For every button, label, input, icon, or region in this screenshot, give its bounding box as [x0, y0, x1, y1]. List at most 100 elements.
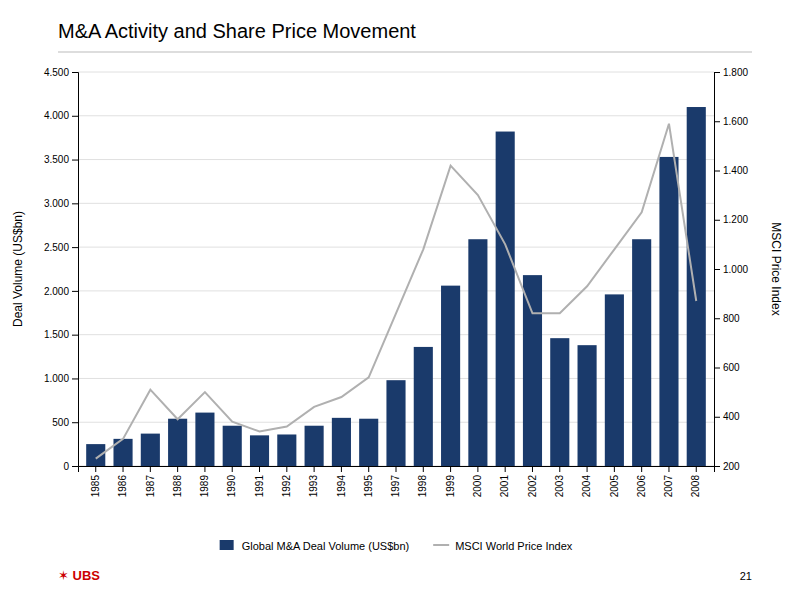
- bar: [632, 239, 651, 466]
- x-tick-mark: [532, 466, 533, 472]
- x-tick: 2001: [499, 466, 510, 497]
- x-tick-label: 1999: [445, 475, 456, 498]
- y2-tick: 1.400: [714, 165, 748, 176]
- bar: [468, 239, 487, 466]
- legend-item: Global M&A Deal Volume (US$bn): [220, 540, 410, 552]
- bar: [496, 132, 515, 466]
- x-tick-mark: [477, 466, 478, 472]
- grid-line: [78, 159, 714, 160]
- y-tick-mark: [72, 291, 78, 292]
- x-tick: 2004: [581, 466, 592, 497]
- x-tick: 2008: [690, 466, 701, 497]
- y-tick: 4.500: [44, 67, 78, 78]
- x-axis: 1985198619871988198919901991199219931994…: [79, 466, 715, 497]
- legend-label: MSCI World Price Index: [455, 540, 573, 552]
- y-axis: 05001.0001.5002.0002.5003.0003.5004.0004…: [44, 67, 79, 472]
- y2-tick-mark: [714, 220, 720, 221]
- y2-tick-mark: [714, 368, 720, 369]
- y-tick: 2.000: [44, 286, 78, 297]
- x-tick-mark: [204, 466, 205, 472]
- x-tick: 1985: [90, 466, 101, 497]
- bar: [250, 435, 269, 466]
- x-tick: 1990: [226, 466, 237, 497]
- y-axis-line: [72, 73, 79, 467]
- y2-tick: 1.000: [714, 264, 748, 275]
- grid-line: [78, 290, 714, 291]
- y2-tick-label: 1.600: [723, 116, 748, 127]
- y2-tick-label: 1.200: [723, 214, 748, 225]
- x-tick-mark: [505, 466, 506, 472]
- x-tick-mark: [450, 466, 451, 472]
- x-tick-mark: [396, 466, 397, 472]
- y2-tick-mark: [714, 121, 720, 122]
- y-tick-mark: [72, 116, 78, 117]
- bar: [195, 413, 214, 466]
- x-tick-mark: [341, 466, 342, 472]
- y2-tick: 1.200: [714, 214, 748, 225]
- bar: [359, 419, 378, 466]
- legend-swatch: [220, 540, 234, 550]
- x-tick: 2006: [636, 466, 647, 497]
- bar: [687, 107, 706, 466]
- bar: [414, 347, 433, 466]
- bar: [659, 157, 678, 466]
- x-tick-mark: [177, 466, 178, 472]
- y-tick-mark: [72, 203, 78, 204]
- y-tick: 2.500: [44, 242, 78, 253]
- y2-tick: 800: [714, 313, 740, 324]
- plot: 1985198619871988198919901991199219931994…: [11, 67, 783, 498]
- y2-tick-mark: [714, 318, 720, 319]
- x-tick-label: 1988: [172, 475, 183, 498]
- bar: [86, 444, 105, 466]
- title: M&A Activity and Share Price Movement: [58, 20, 416, 42]
- y-tick-mark: [72, 335, 78, 336]
- y2-tick-label: 1.800: [723, 67, 748, 78]
- y2-axis-title: MSCI Price Index: [769, 222, 783, 315]
- grid-line: [78, 115, 714, 116]
- x-tick: 1994: [336, 466, 347, 497]
- x-tick: 2000: [472, 466, 483, 497]
- legend-item: MSCI World Price Index: [433, 540, 573, 552]
- y2-tick-mark: [714, 417, 720, 418]
- x-tick-label: 1986: [117, 475, 128, 498]
- legend-label: Global M&A Deal Volume (US$bn): [242, 540, 410, 552]
- y-tick-mark: [72, 247, 78, 248]
- y2-tick-label: 200: [723, 461, 740, 472]
- y-tick-label: 500: [52, 417, 69, 428]
- bar: [277, 434, 296, 466]
- bar: [550, 338, 569, 466]
- grid: [78, 72, 714, 466]
- grid-line: [78, 247, 714, 248]
- grid-line: [78, 203, 714, 204]
- chart: M&A Activity and Share Price Movement 198…: [0, 0, 792, 594]
- y-tick-mark: [72, 72, 78, 73]
- y2-tick-label: 800: [723, 313, 740, 324]
- x-tick-label: 1987: [145, 475, 156, 498]
- x-tick: 1988: [172, 466, 183, 497]
- y2-tick-label: 600: [723, 362, 740, 373]
- y-tick-label: 2.500: [44, 242, 69, 253]
- y2-tick: 600: [714, 362, 740, 373]
- y-tick-mark: [72, 466, 78, 467]
- y2-tick-mark: [714, 171, 720, 172]
- x-tick: 1993: [308, 466, 319, 497]
- grid-line: [78, 72, 714, 73]
- bar: [332, 418, 351, 466]
- x-tick-mark: [123, 466, 124, 472]
- y-tick-mark: [72, 422, 78, 423]
- y2-tick: 1.600: [714, 116, 748, 127]
- x-tick: 2007: [663, 466, 674, 497]
- x-tick-mark: [587, 466, 588, 472]
- y2-tick: 1.800: [714, 67, 748, 78]
- x-tick-label: 1985: [90, 475, 101, 498]
- x-tick-label: 2004: [581, 475, 592, 498]
- marks: [86, 107, 706, 466]
- x-tick-label: 1994: [336, 475, 347, 498]
- x-tick-mark: [95, 466, 96, 472]
- y-tick: 500: [52, 417, 78, 428]
- x-tick-mark: [232, 466, 233, 472]
- y-tick-label: 4.500: [44, 67, 69, 78]
- x-tick: 1991: [254, 466, 265, 497]
- y2-tick-mark: [714, 269, 720, 270]
- x-tick-mark: [559, 466, 560, 472]
